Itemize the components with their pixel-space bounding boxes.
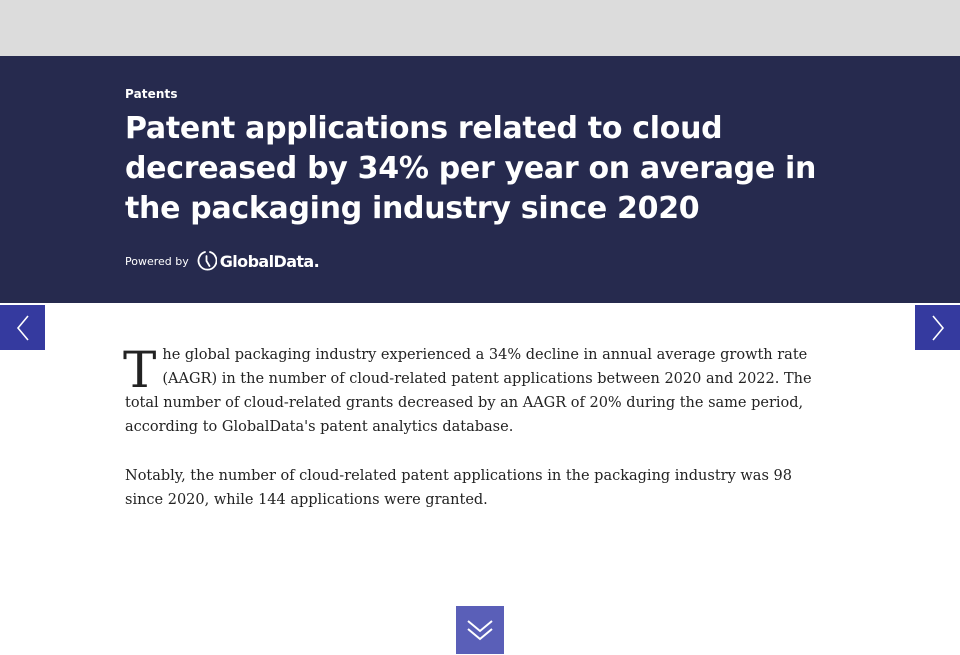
category-link[interactable]: Patents <box>125 87 178 101</box>
paragraph-text: he global packaging industry experienced… <box>125 347 812 435</box>
globaldata-mark-icon <box>197 251 217 271</box>
chevron-left-icon <box>16 314 29 341</box>
article-paragraph: Notably, the number of cloud-related pat… <box>125 468 792 508</box>
page-title: Patent applications related to cloud dec… <box>125 111 817 226</box>
chevron-right-icon <box>931 314 944 341</box>
article-header: Patents Patent applications related to c… <box>0 56 960 303</box>
top-bar <box>0 0 960 56</box>
globaldata-logo[interactable]: GlobalData. <box>197 249 320 273</box>
next-article-button[interactable] <box>915 305 960 350</box>
drop-cap: T <box>123 341 157 399</box>
powered-by-label: Powered by <box>125 254 189 268</box>
scroll-down-button[interactable] <box>456 606 504 654</box>
powered-by: Powered by GlobalData. <box>125 246 320 276</box>
double-chevron-down-icon <box>467 620 493 641</box>
globaldata-wordmark: GlobalData. <box>219 251 320 271</box>
previous-article-button[interactable] <box>0 305 45 350</box>
